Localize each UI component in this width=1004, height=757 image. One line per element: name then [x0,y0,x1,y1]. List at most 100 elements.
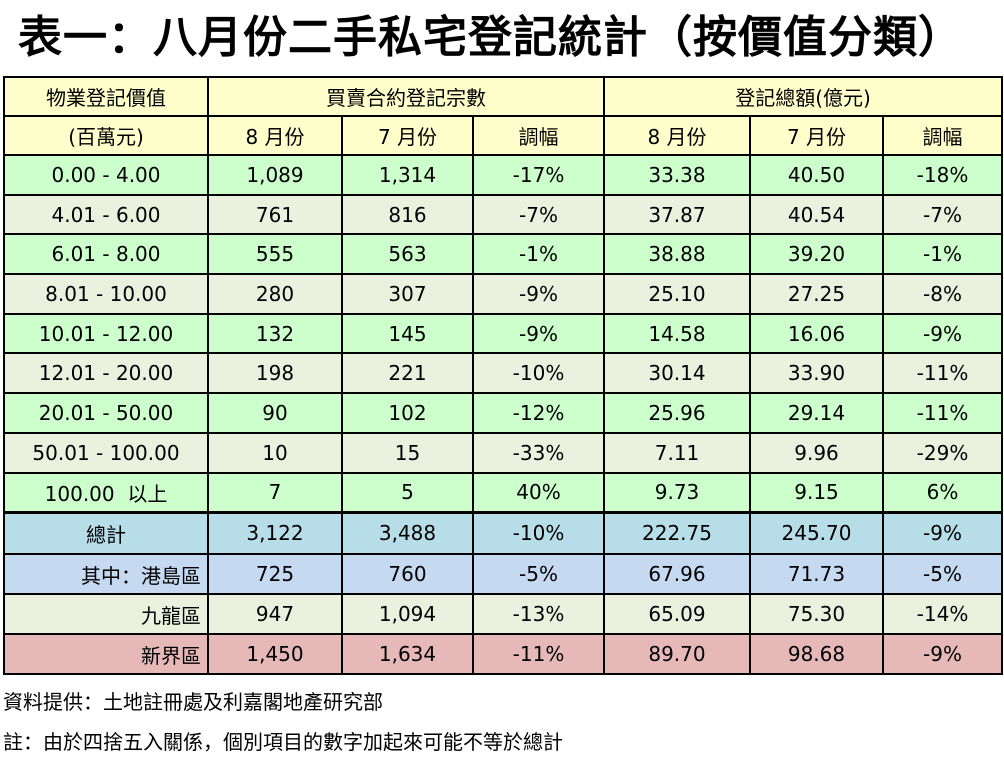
count-jul: 3,488 [341,510,474,556]
value-range: 12.01 - 20.00 [3,352,209,395]
header-row-2: (百萬元) 8 月份 7 月份 調幅 8 月份 7 月份 調幅 [3,115,1004,156]
table-row: 10.01 - 12.00 132 145 -9% 14.58 16.06 -9… [3,312,1004,355]
amount-aug: 9.73 [603,471,751,514]
table-row: 100.00 以上 7 5 40% 9.73 9.15 6% [3,471,1004,514]
region-label: 九龍區 [3,593,209,636]
count-aug: 1,450 [207,633,343,676]
amount-jul: 16.06 [749,312,884,355]
amount-jul: 33.90 [749,352,884,395]
amount-change: -14% [881,593,1004,636]
count-aug: 132 [207,312,343,355]
value-range: 8.01 - 10.00 [3,273,209,315]
count-aug: 90 [207,392,343,434]
amount-aug: 89.70 [603,633,751,676]
count-aug: 198 [207,352,343,395]
table-row: 20.01 - 50.00 90 102 -12% 25.96 29.14 -1… [3,392,1004,434]
amount-aug: 37.87 [603,193,751,236]
amount-aug: 30.14 [603,352,751,395]
amount-change: -11% [881,392,1004,434]
amount-change: 6% [881,471,1004,514]
value-range: 0.00 - 4.00 [3,154,209,196]
region-row-hk: 其中：港島區 725 760 -5% 67.96 71.73 -5% [3,553,1004,596]
count-jul: 221 [341,352,474,395]
count-change: -12% [472,392,605,434]
table-row: 50.01 - 100.00 10 15 -33% 7.11 9.96 -29% [3,431,1004,474]
header-amount-change: 調幅 [881,115,1004,156]
amount-aug: 33.38 [603,154,751,196]
statistics-table: 物業登記價值 買賣合約登記宗數 登記總額(億元) (百萬元) 8 月份 7 月份… [3,76,1004,676]
value-range: 4.01 - 6.00 [3,193,209,236]
region-row-kowloon: 九龍區 947 1,094 -13% 65.09 75.30 -14% [3,593,1004,636]
amount-jul: 39.20 [749,233,884,276]
amount-aug: 65.09 [603,593,751,636]
amount-change: -9% [881,633,1004,676]
total-label: 總計 [3,510,209,556]
count-jul: 15 [341,431,474,474]
amount-change: -11% [881,352,1004,395]
amount-jul: 29.14 [749,392,884,434]
value-range: 20.01 - 50.00 [3,392,209,434]
count-aug: 7 [207,471,343,514]
amount-jul: 71.73 [749,553,884,596]
amount-jul: 245.70 [749,510,884,556]
count-change: -13% [472,593,605,636]
amount-jul: 9.15 [749,471,884,514]
count-change: -10% [472,510,605,556]
header-count-change: 調幅 [472,115,605,156]
amount-jul: 75.30 [749,593,884,636]
count-jul: 816 [341,193,474,236]
count-aug: 725 [207,553,343,596]
count-change: 40% [472,471,605,514]
amount-change: -18% [881,154,1004,196]
amount-jul: 40.50 [749,154,884,196]
value-range: 6.01 - 8.00 [3,233,209,276]
region-label: 其中：港島區 [3,553,209,596]
value-range: 50.01 - 100.00 [3,431,209,474]
count-jul: 1,634 [341,633,474,676]
header-count-aug: 8 月份 [207,115,343,156]
count-aug: 761 [207,193,343,236]
table-row: 4.01 - 6.00 761 816 -7% 37.87 40.54 -7% [3,193,1004,236]
header-count-jul: 7 月份 [341,115,474,156]
amount-aug: 38.88 [603,233,751,276]
amount-change: -5% [881,553,1004,596]
table-row: 8.01 - 10.00 280 307 -9% 25.10 27.25 -8% [3,273,1004,315]
count-change: -5% [472,553,605,596]
header-property-value: 物業登記價值 [3,76,209,117]
count-aug: 1,089 [207,154,343,196]
table-row: 0.00 - 4.00 1,089 1,314 -17% 33.38 40.50… [3,154,1004,196]
region-label: 新界區 [3,633,209,676]
value-range: 10.01 - 12.00 [3,312,209,355]
count-jul: 145 [341,312,474,355]
amount-jul: 40.54 [749,193,884,236]
amount-jul: 27.25 [749,273,884,315]
count-change: -11% [472,633,605,676]
header-count-group: 買賣合約登記宗數 [207,76,605,117]
count-change: -1% [472,233,605,276]
count-change: -7% [472,193,605,236]
count-aug: 280 [207,273,343,315]
count-jul: 760 [341,553,474,596]
count-jul: 563 [341,233,474,276]
value-range: 100.00 以上 [3,471,209,514]
count-change: -10% [472,352,605,395]
count-jul: 102 [341,392,474,434]
count-jul: 5 [341,471,474,514]
amount-aug: 67.96 [603,553,751,596]
header-amount-group: 登記總額(億元) [602,76,1004,117]
header-row-1: 物業登記價值 買賣合約登記宗數 登記總額(億元) [3,76,1004,117]
total-row: 總計 3,122 3,488 -10% 222.75 245.70 -9% [3,510,1004,556]
count-change: -33% [472,431,605,474]
amount-aug: 25.96 [603,392,751,434]
count-jul: 307 [341,273,474,315]
source-note: 資料提供：土地註冊處及利嘉閣地產研究部 [3,690,383,714]
count-aug: 3,122 [207,510,343,556]
amount-change: -7% [881,193,1004,236]
count-aug: 947 [207,593,343,636]
footnote: 註：由於四捨五入關係，個別項目的數字加起來可能不等於總計 [3,730,563,754]
region-row-new-territories: 新界區 1,450 1,634 -11% 89.70 98.68 -9% [3,633,1004,676]
header-amount-aug: 8 月份 [603,115,751,156]
amount-aug: 222.75 [603,510,751,556]
amount-aug: 25.10 [603,273,751,315]
table-row: 12.01 - 20.00 198 221 -10% 30.14 33.90 -… [3,352,1004,395]
